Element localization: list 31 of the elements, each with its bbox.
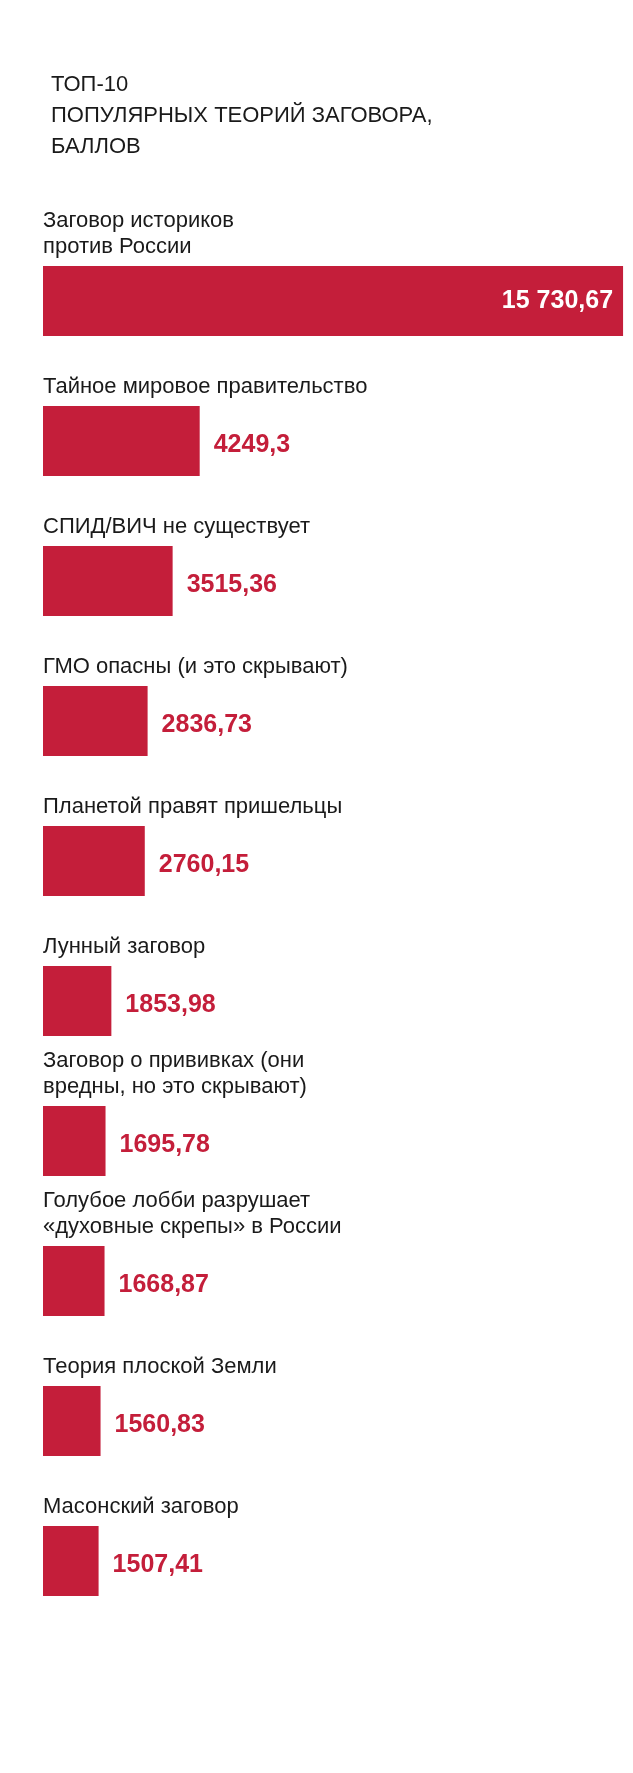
- data-label: 3515,36: [186, 568, 277, 597]
- y-tick-label: СПИД/ВИЧ не существует: [43, 513, 310, 539]
- bar: [43, 686, 148, 756]
- y-tick-label: Тайное мировое правительство: [43, 373, 368, 399]
- bar: [43, 966, 112, 1036]
- bar: [43, 826, 145, 896]
- y-tick-label: Заговор о прививках (они вредны, но это скрывают): [43, 1047, 307, 1099]
- y-tick-label: Теория плоской Земли: [43, 1353, 277, 1379]
- bar: [43, 1386, 101, 1456]
- y-tick-label: Масонский заговор: [43, 1493, 239, 1519]
- bar: [43, 546, 173, 616]
- data-label: 4249,3: [213, 428, 291, 457]
- data-label: 1560,83: [114, 1408, 205, 1437]
- data-label: 1695,78: [119, 1128, 210, 1157]
- y-tick-label: Лунный заговор: [43, 933, 206, 959]
- y-tick-label: Голубое лобби разрушает «духовные скрепы» в России: [43, 1187, 342, 1239]
- bar: [43, 1526, 99, 1596]
- data-label: 1507,41: [112, 1548, 204, 1577]
- data-label: 1668,87: [118, 1268, 209, 1297]
- data-label: 15 730,67: [501, 284, 614, 313]
- bar: [43, 1106, 106, 1176]
- bar: [43, 406, 200, 476]
- data-label: 2760,15: [158, 848, 250, 877]
- y-tick-label: ГМО опасны (и это скрывают): [43, 653, 348, 679]
- bar: [43, 266, 624, 336]
- data-label: 1853,98: [125, 988, 216, 1017]
- data-label: 2836,73: [161, 708, 252, 737]
- bar: [43, 1246, 105, 1316]
- y-tick-label: Планетой правят пришельцы: [43, 793, 343, 819]
- y-tick-label: Заговор историков против России: [43, 207, 234, 259]
- chart-title: ТОП-10 ПОПУЛЯРНЫХ ТЕОРИЙ ЗАГОВОРА, БАЛЛОВ: [50, 70, 434, 160]
